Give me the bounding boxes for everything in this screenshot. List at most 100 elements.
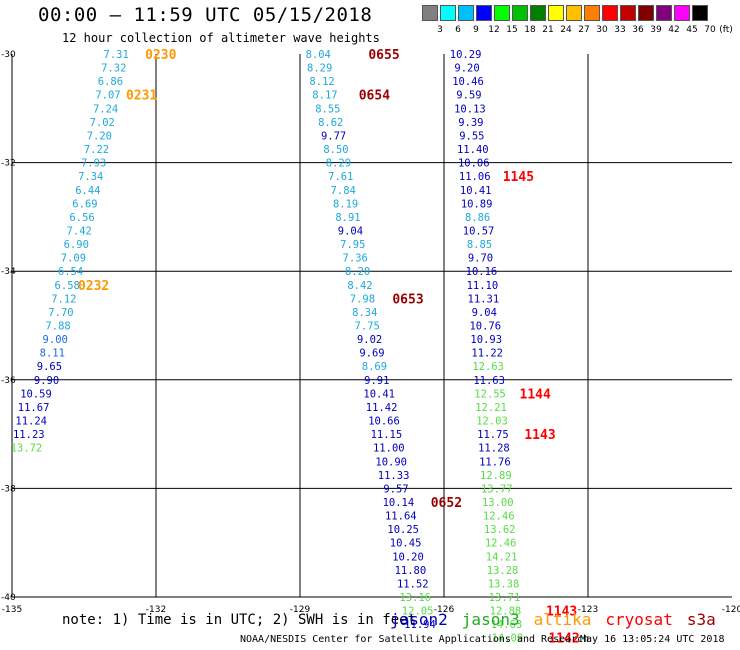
colorbar-swatch <box>692 5 708 21</box>
wave-height-value: 7.02 <box>90 117 115 129</box>
wave-height-value: 7.34 <box>78 171 103 183</box>
colorbar-swatch <box>476 5 492 21</box>
colorbar-label: 24 <box>560 25 572 35</box>
colorbar-swatch <box>548 5 564 21</box>
credit-line: NOAA/NESDIS Center for Satellite Applica… <box>240 634 590 645</box>
colorbar-swatch <box>566 5 582 21</box>
colorbar-label: 3 <box>437 25 443 35</box>
pass-time-label: 1142 <box>548 632 579 647</box>
wave-height-value: 12.46 <box>485 538 517 550</box>
wave-height-value: 6.54 <box>58 266 83 278</box>
legend-cryosat: cryosat <box>605 610 673 629</box>
satellite-legend: jason2 jason3 altika cryosat s3a <box>390 610 730 629</box>
pass-time-label: 0230 <box>145 48 176 63</box>
wave-height-value: 11.40 <box>457 144 489 156</box>
wave-height-value: 10.41 <box>363 388 395 400</box>
pass-time-label: 1144 <box>520 387 551 402</box>
wave-height-value: 7.12 <box>51 293 76 305</box>
wave-height-value: 9.02 <box>357 334 382 346</box>
colorbar-swatch <box>674 5 690 21</box>
wave-height-value: 8.19 <box>333 198 358 210</box>
wave-height-value: 8.50 <box>323 144 348 156</box>
wave-height-value: 7.75 <box>355 321 380 333</box>
pass-time-label: 1143 <box>524 428 555 443</box>
wave-height-value: 8.62 <box>318 117 343 129</box>
wave-height-value: 9.04 <box>472 307 497 319</box>
wave-height-value: 11.24 <box>15 416 47 428</box>
wave-height-value: 11.23 <box>13 429 45 441</box>
wave-height-value: 13.16 <box>399 592 431 604</box>
latitude-tick-label: -36 <box>1 376 16 386</box>
wave-height-value: 7.93 <box>81 158 106 170</box>
colorbar-swatch <box>458 5 474 21</box>
wave-height-value: 9.91 <box>364 375 389 387</box>
colorbar-label: 21 <box>542 25 554 35</box>
pass-time-label: 1143 <box>546 605 577 620</box>
wave-height-value: 7.70 <box>48 307 73 319</box>
wave-height-value: 9.77 <box>321 130 346 142</box>
wave-height-value: 12.63 <box>472 361 504 373</box>
colorbar-swatch <box>440 5 456 21</box>
wave-height-value: 7.09 <box>61 253 86 265</box>
wave-height-value: 11.10 <box>467 280 499 292</box>
wave-height-value: 8.11 <box>40 348 65 360</box>
colorbar-swatch <box>584 5 600 21</box>
wave-height-value: 8.69 <box>362 361 387 373</box>
wave-values: 7.31 7.326.86 7.077.24 7.027.20 7.22 7.937.34… <box>11 49 524 645</box>
wave-height-value: 10.45 <box>390 538 422 550</box>
wave-height-value: 13.38 <box>488 578 520 590</box>
colorbar-label: 9 <box>473 25 479 35</box>
wave-height-value: 12.03 <box>476 416 508 428</box>
colorbar-swatch <box>494 5 510 21</box>
wave-height-value: 10.57 <box>463 225 495 237</box>
wave-height-value: 7.32 <box>101 63 126 75</box>
legend-s3a: s3a <box>686 610 716 629</box>
wave-height-value: 13.00 <box>482 497 514 509</box>
wave-height-value: 8.55 <box>315 103 340 115</box>
colorbar-swatch <box>656 5 672 21</box>
colorbar-swatch <box>638 5 654 21</box>
wave-height-value: 10.90 <box>375 456 407 468</box>
pass-time-label: 0654 <box>359 89 390 104</box>
wave-height-value: 11.63 <box>473 375 505 387</box>
wave-height-value: 13.72 <box>11 443 43 455</box>
wave-height-value: 6.69 <box>72 198 97 210</box>
wave-height-value: 11.15 <box>371 429 403 441</box>
colorbar-swatch <box>422 5 438 21</box>
wave-height-value: 11.42 <box>366 402 398 414</box>
map-ticks: -135 -132 -129 -126 -123 -120 -30 -32 -34 -36 -38 -… <box>1 50 740 615</box>
colorbar-swatch <box>512 5 528 21</box>
page-subtitle: 12 hour collection of altimeter wave hei… <box>62 31 380 45</box>
wave-height-value: 9.70 <box>468 253 493 265</box>
wave-height-value: 10.89 <box>461 198 493 210</box>
wave-height-value: 11.06 <box>459 171 491 183</box>
wave-height-value: 10.06 <box>458 158 490 170</box>
wave-height-value: 11.80 <box>395 565 427 577</box>
colorbar-label: 36 <box>632 25 644 35</box>
colorbar-swatch <box>602 5 618 21</box>
wave-height-value: 8.34 <box>352 307 377 319</box>
latitude-tick-label: -38 <box>1 484 16 494</box>
wave-height-value: 8.20 <box>345 266 370 278</box>
wave-height-value: 11.64 <box>385 511 417 523</box>
wave-height-value: 9.57 <box>383 483 408 495</box>
colorbar-label: 45 <box>686 25 698 35</box>
latitude-tick-label: -32 <box>1 159 16 169</box>
wave-height-value: 9.20 <box>454 63 479 75</box>
colorbar-label: 12 <box>488 25 500 35</box>
wave-height-value: 6.56 <box>69 212 94 224</box>
wave-height-value: 11.67 <box>18 402 50 414</box>
longitude-tick-label: -129 <box>290 605 311 615</box>
wave-height-value: 9.69 <box>359 348 384 360</box>
colorbar-label: 6 <box>455 25 461 35</box>
wave-height-value: 9.00 <box>43 334 68 346</box>
colorbar-label: 33 <box>614 25 626 35</box>
generated-timestamp: May 16 13:05:24 UTC 2018 <box>580 634 725 645</box>
wave-height-value: 7.20 <box>87 130 112 142</box>
colorbar-label: 30 <box>596 25 608 35</box>
wave-height-value: 8.42 <box>347 280 372 292</box>
pass-time-label: 0655 <box>368 48 399 63</box>
wave-height-value: 9.90 <box>34 375 59 387</box>
wave-height-value: 7.88 <box>45 321 70 333</box>
